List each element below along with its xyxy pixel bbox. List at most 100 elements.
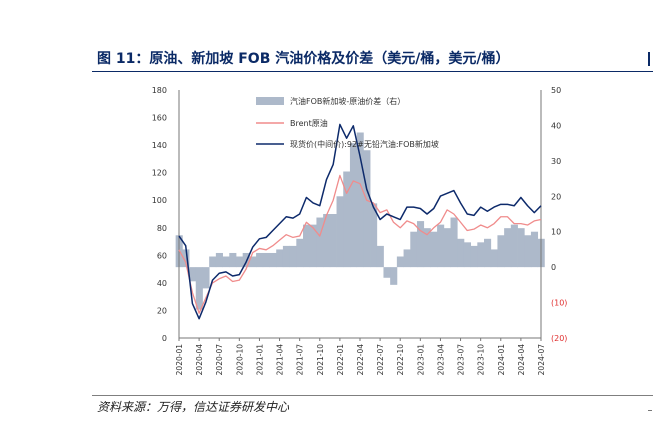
y-left-tick-label: 80 — [157, 224, 167, 233]
spread-bar — [269, 252, 277, 268]
spread-bar — [262, 252, 270, 268]
spread-bar — [343, 171, 351, 268]
x-tick-label: 2023-07 — [457, 344, 466, 376]
spread-bar — [403, 249, 411, 268]
spread-bar — [296, 238, 304, 268]
y-right-tick-label: 50 — [551, 86, 561, 95]
spread-bar — [470, 245, 478, 268]
spread-bar — [356, 132, 364, 268]
spread-bar — [370, 203, 378, 268]
spread-bar — [303, 224, 311, 268]
corner-marker — [648, 410, 652, 411]
y-right-tick-label: 40 — [551, 121, 561, 130]
spread-bar — [497, 235, 505, 268]
edge-marker — [648, 52, 650, 66]
y-left-tick-label: 0 — [162, 334, 167, 343]
spread-bar — [195, 267, 203, 310]
spread-bar — [457, 238, 465, 268]
x-tick-label: 2022-04 — [356, 344, 365, 376]
spread-bar — [376, 245, 384, 268]
y-right-tick-label: (10) — [551, 299, 567, 308]
spread-bar — [182, 249, 190, 268]
spread-bar — [430, 231, 438, 268]
spread-bar — [229, 252, 237, 268]
legend-label: 现货价(中间价):92#无铅汽油:FOB新加坡 — [290, 139, 439, 149]
spread-bar — [336, 196, 344, 268]
spread-bar — [524, 235, 532, 268]
y-left-tick-label: 180 — [152, 86, 167, 95]
spread-bar — [390, 267, 398, 285]
spread-bar — [249, 256, 257, 268]
spread-bar — [450, 217, 458, 268]
y-right-tick-label: 20 — [551, 192, 561, 201]
gasoline-price-line — [178, 123, 542, 320]
spread-bar — [463, 242, 472, 268]
x-tick-label: 2021-07 — [296, 344, 305, 376]
y-left-tick-label: 120 — [152, 169, 167, 178]
spread-bar — [222, 256, 230, 268]
spread-area-layer — [175, 132, 545, 310]
spread-bar — [410, 231, 418, 268]
y-left-tick-label: 40 — [157, 279, 167, 288]
y-right-tick-label: (20) — [551, 334, 567, 343]
legend-label: Brent原油 — [290, 118, 328, 128]
spread-bar — [530, 231, 539, 268]
spread-bar — [256, 252, 264, 268]
spread-bar — [202, 267, 210, 289]
spread-bar — [276, 249, 284, 268]
title-divider — [92, 71, 653, 72]
y-left-tick-label: 60 — [157, 251, 167, 260]
x-tick-label: 2022-01 — [336, 344, 345, 376]
x-tick-label: 2022-07 — [376, 344, 385, 376]
spread-bar — [215, 252, 223, 268]
spread-bar — [484, 238, 492, 268]
x-tick-label: 2023-04 — [436, 344, 445, 376]
x-tick-label: 2024-04 — [517, 344, 526, 376]
lines-layer — [178, 123, 542, 320]
y-left-tick-label: 100 — [152, 196, 167, 205]
spread-bar — [517, 228, 525, 268]
spread-bar — [477, 242, 485, 268]
legend-swatch-spread — [256, 97, 284, 105]
spread-bar — [209, 256, 217, 268]
spread-bar — [189, 267, 197, 282]
spread-bar — [282, 245, 291, 268]
x-tick-label: 2020-04 — [195, 344, 204, 376]
y-left-tick-label: 20 — [157, 306, 167, 315]
legend-label: 汽油FOB新加坡-原油价差（右） — [290, 96, 405, 106]
spread-bar — [504, 228, 512, 268]
x-tick-label: 2024-01 — [497, 344, 506, 376]
spread-bar — [490, 249, 498, 268]
source-divider — [92, 395, 653, 396]
spread-bar — [323, 214, 331, 268]
spread-bar — [416, 221, 425, 268]
x-tick-label: 2022-10 — [396, 344, 405, 376]
y-left-tick-label: 140 — [152, 141, 167, 150]
axes-layer: 0 20 40 60 80 100 120 140 160 180 (20) (10) 0 10 20 30 4… — [152, 86, 568, 375]
spread-bar — [510, 224, 518, 268]
x-tick-label: 2021-04 — [276, 344, 285, 376]
x-tick-label: 2020-01 — [175, 344, 184, 376]
x-tick-label: 2024-07 — [537, 344, 546, 376]
y-right-tick-label: 30 — [551, 157, 561, 166]
spread-bar — [316, 217, 324, 268]
chart-title: 图 11：原油、新加坡 FOB 汽油价格及价差（美元/桶，美元/桶） — [97, 51, 510, 67]
spread-bar — [235, 256, 244, 268]
spread-bar — [329, 214, 337, 268]
spread-bar — [443, 228, 451, 268]
y-right-tick-label: 10 — [551, 228, 561, 237]
source-note: 资料来源：万得，信达证券研发中心 — [97, 400, 290, 414]
x-tick-label: 2020-07 — [215, 344, 224, 376]
spread-bar — [396, 256, 404, 268]
x-tick-label: 2021-01 — [255, 344, 264, 376]
legend: 汽油FOB新加坡-原油价差（右） Brent原油现货价(中间价):92#无铅汽油:… — [256, 96, 439, 149]
y-left-tick-label: 160 — [152, 114, 167, 123]
spread-bar — [423, 228, 431, 268]
brent-line — [178, 174, 542, 314]
x-tick-label: 2021-10 — [316, 344, 325, 376]
x-tick-label: 2023-01 — [416, 344, 425, 376]
x-tick-label: 2023-10 — [477, 344, 486, 376]
spread-bar — [309, 224, 317, 268]
spread-bar — [383, 267, 391, 278]
